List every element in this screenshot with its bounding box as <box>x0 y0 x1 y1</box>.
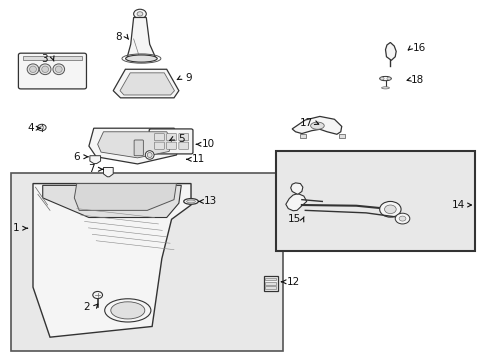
Text: 6: 6 <box>73 152 80 162</box>
Ellipse shape <box>41 66 48 72</box>
Polygon shape <box>90 156 101 163</box>
Text: 13: 13 <box>203 197 217 206</box>
Text: 15: 15 <box>287 214 300 224</box>
Ellipse shape <box>186 200 195 203</box>
FancyBboxPatch shape <box>166 134 176 141</box>
Text: 16: 16 <box>412 43 426 53</box>
Ellipse shape <box>53 64 64 75</box>
Text: 11: 11 <box>191 154 204 164</box>
Text: 10: 10 <box>201 139 214 149</box>
Text: 8: 8 <box>115 32 121 42</box>
Ellipse shape <box>310 122 324 129</box>
FancyBboxPatch shape <box>23 56 81 60</box>
FancyBboxPatch shape <box>179 134 188 141</box>
Polygon shape <box>89 128 181 164</box>
Ellipse shape <box>145 151 154 159</box>
Circle shape <box>133 9 146 18</box>
Ellipse shape <box>27 64 39 75</box>
Ellipse shape <box>30 66 36 72</box>
Ellipse shape <box>111 302 144 319</box>
Polygon shape <box>113 69 179 98</box>
Polygon shape <box>126 18 156 59</box>
FancyBboxPatch shape <box>154 142 164 149</box>
FancyBboxPatch shape <box>179 142 188 149</box>
Circle shape <box>93 292 102 298</box>
Polygon shape <box>285 194 306 211</box>
Circle shape <box>137 12 142 16</box>
Text: 7: 7 <box>88 164 95 174</box>
Circle shape <box>37 124 46 131</box>
Text: 5: 5 <box>178 134 184 144</box>
Polygon shape <box>290 183 302 194</box>
Circle shape <box>384 205 395 213</box>
FancyBboxPatch shape <box>149 129 193 154</box>
FancyBboxPatch shape <box>265 282 276 285</box>
Circle shape <box>379 77 383 80</box>
FancyBboxPatch shape <box>166 142 176 149</box>
Polygon shape <box>42 185 181 217</box>
FancyBboxPatch shape <box>154 134 164 141</box>
FancyBboxPatch shape <box>265 286 276 289</box>
FancyBboxPatch shape <box>11 173 283 351</box>
Ellipse shape <box>55 66 62 72</box>
Circle shape <box>379 202 400 217</box>
Text: 3: 3 <box>41 54 47 64</box>
FancyBboxPatch shape <box>265 278 276 280</box>
Text: 18: 18 <box>409 75 423 85</box>
Ellipse shape <box>125 55 157 62</box>
Polygon shape <box>103 167 113 177</box>
Polygon shape <box>339 134 345 138</box>
Text: 12: 12 <box>286 277 299 287</box>
Text: 4: 4 <box>27 123 34 133</box>
FancyBboxPatch shape <box>19 53 86 89</box>
Circle shape <box>394 213 409 224</box>
Polygon shape <box>291 116 341 134</box>
FancyBboxPatch shape <box>276 152 474 251</box>
Ellipse shape <box>39 64 51 75</box>
Text: 14: 14 <box>451 200 464 210</box>
Polygon shape <box>74 184 176 210</box>
Polygon shape <box>300 134 305 138</box>
Text: 17: 17 <box>300 118 313 128</box>
Ellipse shape <box>381 87 388 89</box>
FancyBboxPatch shape <box>134 140 143 156</box>
Ellipse shape <box>104 299 151 322</box>
Polygon shape <box>120 73 174 95</box>
Polygon shape <box>385 42 395 60</box>
Polygon shape <box>98 132 171 158</box>
Ellipse shape <box>183 199 198 204</box>
Text: 9: 9 <box>185 73 191 83</box>
Circle shape <box>386 77 390 80</box>
Circle shape <box>398 216 405 221</box>
Ellipse shape <box>379 76 390 81</box>
Circle shape <box>40 126 43 129</box>
Polygon shape <box>33 184 191 337</box>
Text: 1: 1 <box>13 223 19 233</box>
Text: 2: 2 <box>83 302 90 312</box>
FancyBboxPatch shape <box>264 276 277 291</box>
Ellipse shape <box>147 153 152 157</box>
